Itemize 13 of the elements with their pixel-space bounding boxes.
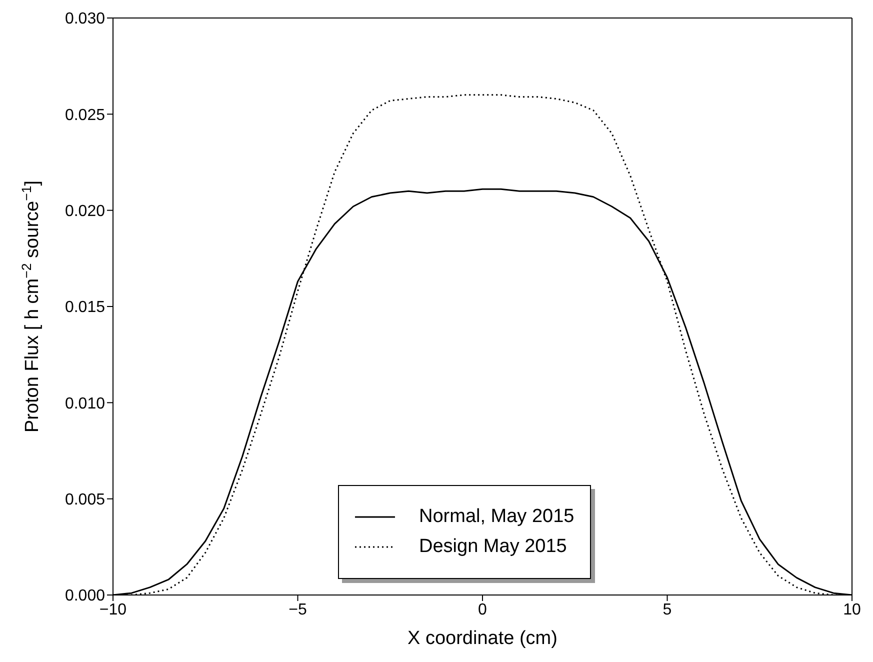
y-tick-label: 0.020 xyxy=(64,203,106,220)
y-tick-label: 0.010 xyxy=(64,395,106,412)
legend-label: Normal, May 2015 xyxy=(419,506,574,528)
y-tick-label: 0.025 xyxy=(64,106,106,124)
legend-label: Design May 2015 xyxy=(419,536,567,558)
x-tick-label: 5 xyxy=(662,601,672,618)
x-axis-title: X coordinate (cm) xyxy=(408,628,558,649)
x-tick-label: 10 xyxy=(843,601,861,618)
x-tick-label: 0 xyxy=(478,601,488,618)
y-tick-label: 0.005 xyxy=(64,492,106,509)
y-tick-label: 0.015 xyxy=(64,299,106,316)
x-tick-label: −5 xyxy=(288,601,307,618)
y-tick-label: 0.030 xyxy=(64,10,106,28)
